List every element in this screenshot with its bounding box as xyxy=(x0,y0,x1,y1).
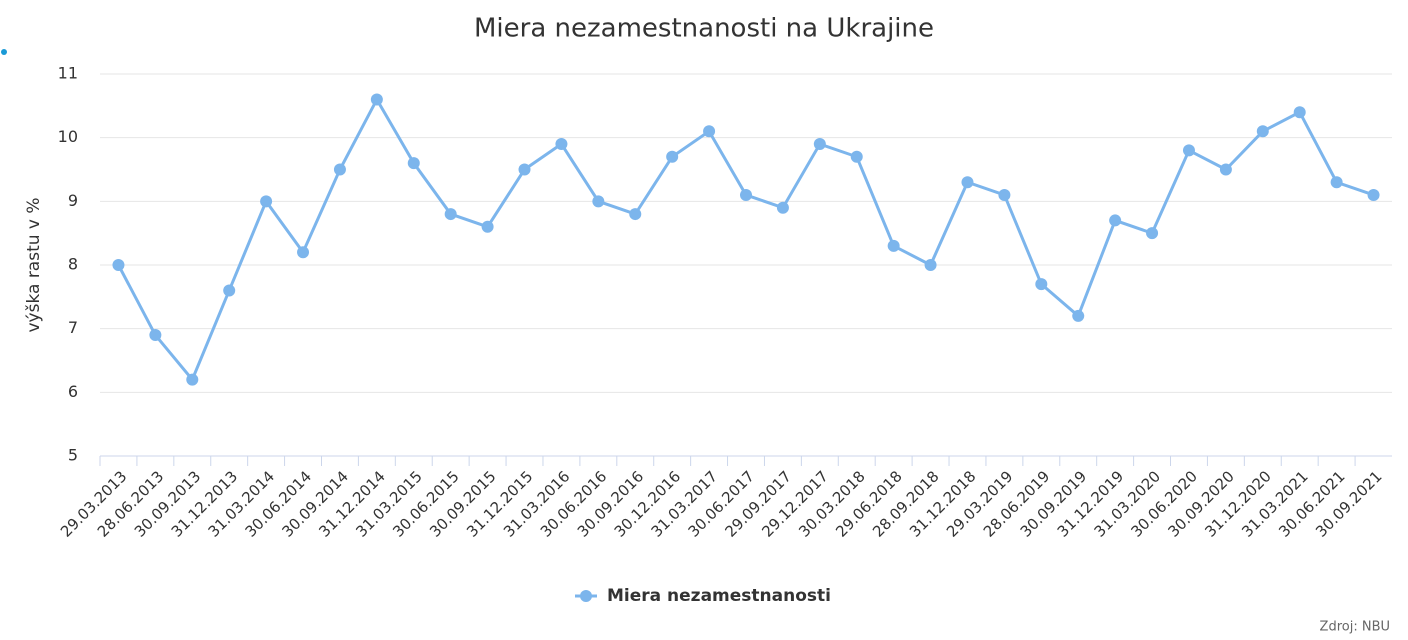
y-tick-label: 10 xyxy=(58,127,78,146)
chart-title: Miera nezamestnanosti na Ukrajine xyxy=(474,14,934,44)
y-tick-label: 6 xyxy=(68,382,78,401)
point xyxy=(740,188,752,201)
point xyxy=(1109,214,1122,227)
point xyxy=(407,157,420,170)
legend-label: Miera nezamestnanosti xyxy=(607,586,831,606)
y-tick-label: 11 xyxy=(58,64,78,83)
point xyxy=(1330,176,1343,189)
point xyxy=(370,93,383,106)
point xyxy=(592,195,605,208)
point xyxy=(333,163,346,176)
point xyxy=(555,138,568,151)
point xyxy=(444,208,457,221)
point xyxy=(813,138,826,151)
y-tick-label: 8 xyxy=(68,255,78,274)
decor-dot xyxy=(1,49,7,55)
point xyxy=(518,163,531,176)
point xyxy=(223,284,236,297)
y-tick-label: 9 xyxy=(68,191,78,210)
line xyxy=(117,96,1375,383)
point xyxy=(297,246,310,259)
point xyxy=(666,150,679,163)
y-tick-label: 7 xyxy=(68,318,78,337)
point xyxy=(1146,227,1159,240)
point xyxy=(1256,125,1269,138)
point xyxy=(260,195,273,208)
point xyxy=(776,201,789,214)
y-tick-label: 5 xyxy=(68,446,78,465)
point xyxy=(1367,188,1380,201)
point xyxy=(629,208,642,221)
legend-marker xyxy=(580,590,592,602)
point xyxy=(887,239,900,252)
point xyxy=(186,373,199,386)
point xyxy=(481,220,494,233)
point xyxy=(961,176,974,189)
point xyxy=(1182,144,1195,157)
point xyxy=(149,329,162,342)
source: Zdroj: NBU xyxy=(1320,620,1390,635)
point xyxy=(1072,309,1085,322)
point xyxy=(924,259,937,271)
point xyxy=(1035,278,1048,291)
point xyxy=(850,150,863,163)
y-axis-label: výška rastu v % xyxy=(24,197,44,332)
point xyxy=(1293,106,1306,119)
point xyxy=(112,259,125,271)
point xyxy=(998,188,1011,201)
point xyxy=(1219,163,1232,176)
point xyxy=(703,125,716,138)
